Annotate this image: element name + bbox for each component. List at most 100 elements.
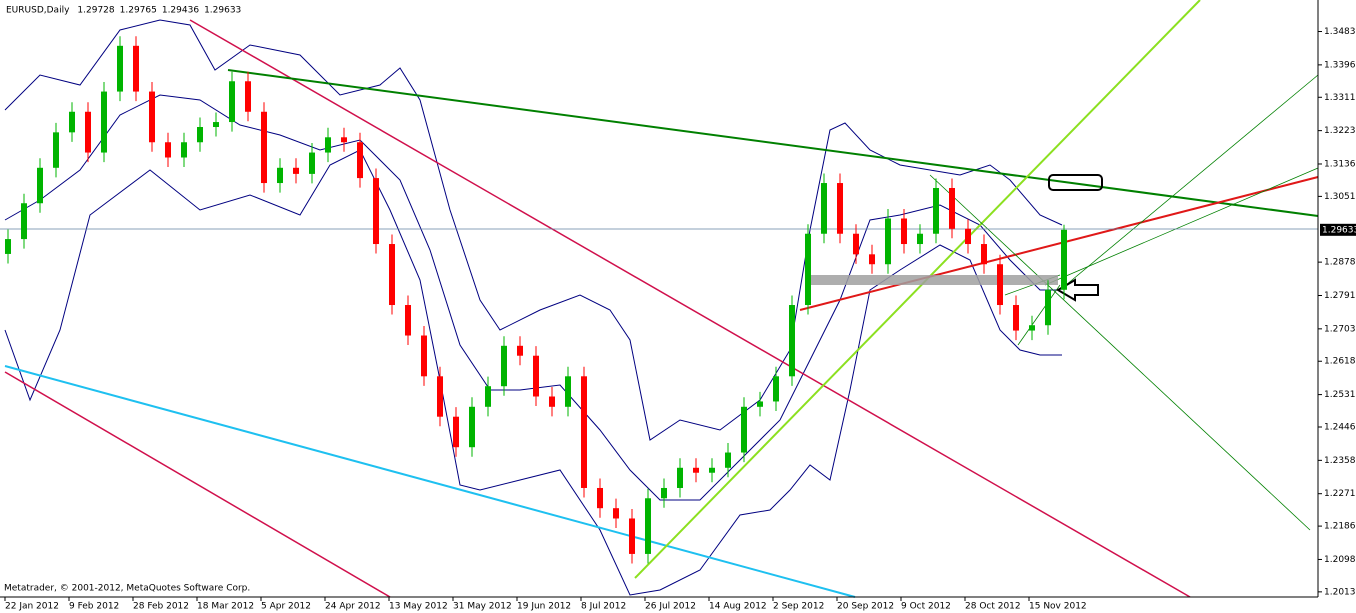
y-tick-label: 1.33960 [1324, 60, 1356, 70]
candle-body [341, 137, 347, 143]
trendline [1044, 167, 1319, 286]
x-tick-label: 2 Sep 2012 [773, 602, 824, 612]
candle-body [293, 167, 299, 174]
candle-body [517, 345, 523, 356]
candle-body [853, 233, 859, 255]
candle-body [933, 187, 939, 234]
drawings [0, 0, 1319, 598]
y-tick-label: 1.33110 [1324, 93, 1356, 103]
candle-body [1061, 229, 1067, 290]
x-tick-label: 18 Mar 2012 [197, 602, 254, 612]
x-tick-label: 15 Nov 2012 [1029, 602, 1087, 612]
candle-body [261, 111, 267, 184]
marker-box [1048, 174, 1103, 191]
bollinger-middle [4, 94, 1062, 501]
trendline [799, 176, 1319, 311]
x-tick-label: 26 Jul 2012 [645, 602, 696, 612]
candle-body [453, 416, 459, 448]
candle-body [629, 518, 635, 554]
x-tick-label: 20 Sep 2012 [837, 602, 894, 612]
candle-body [1029, 325, 1035, 331]
x-tick-label: 19 Jun 2012 [517, 602, 571, 612]
candle-body [37, 167, 43, 204]
candle-body [117, 45, 123, 92]
candle-body [565, 376, 571, 407]
candle-body [469, 406, 475, 448]
x-tick-label: 28 Oct 2012 [965, 602, 1021, 612]
candle-body [149, 91, 155, 143]
candle-body [885, 218, 891, 265]
footer: Metatrader, © 2001-2012, MetaQuotes Soft… [4, 584, 250, 594]
y-tick-label: 1.26185 [1324, 357, 1356, 367]
candle-body [1013, 305, 1019, 331]
x-tick-label: 9 Oct 2012 [901, 602, 951, 612]
y-tick-label: 1.34835 [1324, 27, 1356, 37]
candle-body [581, 376, 587, 488]
candle-body [901, 218, 907, 245]
x-tick-label: 24 Apr 2012 [325, 602, 381, 612]
trendline [4, 365, 856, 598]
header-value: 1.29436 [162, 6, 199, 16]
candle-body [597, 487, 603, 509]
candle-body [485, 386, 491, 407]
header-value: 1.29633 [204, 6, 241, 16]
y-tick-label: 1.23585 [1324, 456, 1356, 466]
candle-body [357, 142, 363, 179]
candle-body [21, 203, 27, 240]
candle-body [69, 111, 75, 133]
candle-body [917, 233, 923, 245]
candle-body [197, 127, 203, 143]
candle-body [213, 122, 219, 128]
candle-body [757, 401, 763, 407]
candle-body [693, 467, 699, 473]
y-tick-label: 1.21860 [1324, 522, 1356, 532]
candle-body [165, 142, 171, 158]
candle-body [837, 183, 843, 234]
x-tick-label: 13 May 2012 [389, 602, 448, 612]
zone [808, 275, 1058, 285]
candle-body [1045, 289, 1051, 326]
candle-body [789, 305, 795, 377]
x-tick-label: 8 Jul 2012 [581, 602, 626, 612]
header-value: 1.29765 [120, 6, 157, 16]
candle-body [677, 467, 683, 488]
header-value: 1.29728 [77, 6, 114, 16]
candle-body [869, 254, 875, 265]
candle-body [133, 45, 139, 92]
bollinger-lower [4, 149, 1062, 596]
candle-body [229, 81, 235, 123]
candle-body [805, 233, 811, 306]
candle-body [101, 91, 107, 153]
y-tick-label: 1.25310 [1324, 390, 1356, 400]
trendline [1017, 284, 1061, 346]
candle-body [709, 467, 715, 473]
last-price: 1.29633 [1322, 225, 1356, 235]
candle-body [965, 228, 971, 245]
arrow [1056, 278, 1099, 302]
candle-body [533, 355, 539, 397]
candle-body [549, 396, 555, 407]
candle-body [5, 239, 11, 254]
candle-body [821, 183, 827, 234]
candle-body [85, 111, 91, 153]
y-tick-label: 1.32235 [1324, 126, 1356, 136]
trendline [929, 174, 1311, 531]
candle-body [613, 508, 619, 519]
y-tick-label: 1.27910 [1324, 291, 1356, 301]
candle-body [773, 376, 779, 402]
y-tick-label: 1.30510 [1324, 192, 1356, 202]
y-tick-label: 1.24460 [1324, 422, 1356, 432]
candle-body [725, 452, 731, 468]
last-price-box [1320, 223, 1356, 236]
candle-body [501, 345, 507, 387]
candle-body [277, 167, 283, 184]
bollinger-upper [4, 19, 1063, 441]
symbol: EURUSD,Daily [6, 6, 70, 16]
candle-body [421, 335, 427, 377]
trendline [634, 0, 1201, 579]
x-tick-label: 31 May 2012 [453, 602, 512, 612]
candle-body [53, 132, 59, 168]
x-tick-label: 14 Aug 2012 [709, 602, 767, 612]
y-tick-label: 1.20135 [1324, 587, 1356, 597]
